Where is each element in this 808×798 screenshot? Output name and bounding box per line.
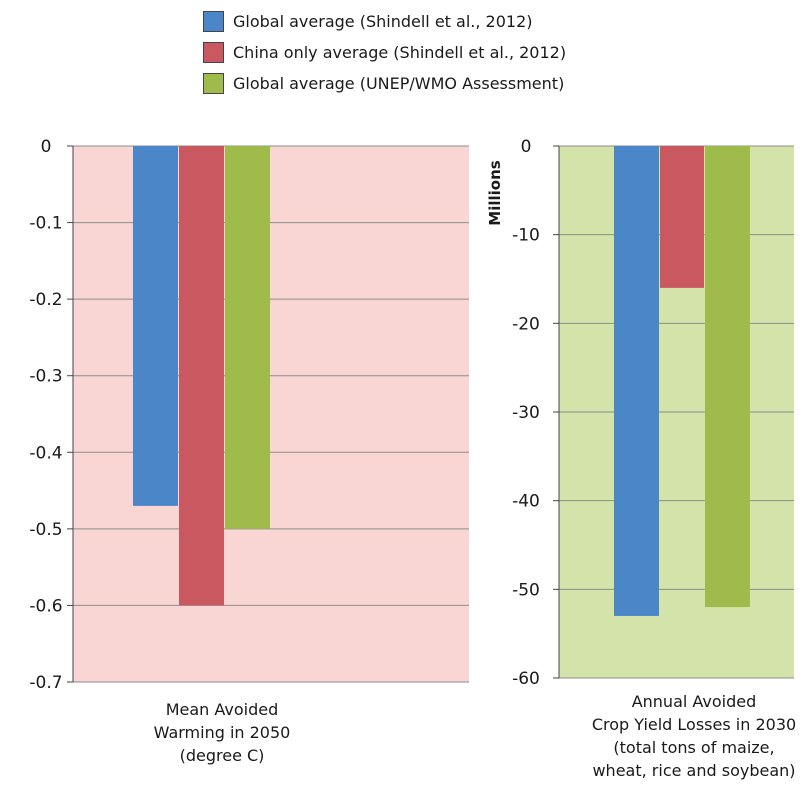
legend-swatch-global-shindell bbox=[203, 11, 224, 32]
y-tick-label: -0.2 bbox=[29, 290, 62, 310]
legend-label: Global average (UNEP/WMO Assessment) bbox=[233, 74, 565, 93]
y-tick-label: -10 bbox=[512, 226, 540, 246]
bar bbox=[614, 146, 659, 616]
x-axis-label: Mean Avoided Warming in 2050 (degree C) bbox=[154, 700, 291, 765]
y-tick-label: -0.1 bbox=[29, 214, 62, 234]
x-axis-label-line: Mean Avoided bbox=[166, 700, 279, 719]
legend-label: Global average (Shindell et al., 2012) bbox=[233, 12, 533, 31]
y-tick-label: -0.6 bbox=[29, 596, 62, 616]
y-tick-label: -0.7 bbox=[29, 673, 62, 693]
y-tick-label: -0.5 bbox=[29, 520, 62, 540]
y-tick-label: -0.3 bbox=[29, 367, 62, 387]
bar bbox=[705, 146, 750, 608]
y-tick-label: -30 bbox=[512, 403, 540, 423]
x-axis-label-line: (degree C) bbox=[180, 746, 265, 765]
x-axis-label: Annual Avoided Crop Yield Losses in 2030 (… bbox=[592, 692, 796, 780]
y-tick-label: -0.4 bbox=[29, 443, 62, 463]
legend-swatch-global-unep bbox=[203, 73, 224, 94]
x-axis-label-line: Crop Yield Losses in 2030 bbox=[592, 715, 796, 734]
y-tick-label: -50 bbox=[512, 580, 540, 600]
y-tick-label: -60 bbox=[512, 669, 540, 689]
x-axis-label-line: Warming in 2050 bbox=[154, 723, 291, 742]
x-axis-label-line: Annual Avoided bbox=[632, 692, 757, 711]
legend-item-global-shindell: Global average (Shindell et al., 2012) bbox=[203, 6, 566, 37]
legend-item-china-shindell: China only average (Shindell et al., 201… bbox=[203, 37, 566, 68]
legend: Global average (Shindell et al., 2012) C… bbox=[203, 6, 566, 99]
legend-label: China only average (Shindell et al., 201… bbox=[233, 43, 567, 62]
bar bbox=[225, 146, 270, 529]
bar bbox=[133, 146, 178, 506]
bar bbox=[179, 146, 224, 606]
x-axis-label-line: wheat, rice and soybean) bbox=[592, 761, 795, 780]
bar bbox=[660, 146, 704, 288]
legend-item-global-unep: Global average (UNEP/WMO Assessment) bbox=[203, 68, 566, 99]
y-tick-label: -20 bbox=[512, 314, 540, 334]
y-tick-label: -40 bbox=[512, 492, 540, 512]
y-tick-label: 0 bbox=[41, 137, 52, 157]
legend-swatch-china-shindell bbox=[203, 42, 224, 63]
y-axis-label: Millions bbox=[486, 160, 504, 225]
y-tick-label: 0 bbox=[521, 137, 532, 157]
x-axis-label-line: (total tons of maize, bbox=[613, 738, 774, 757]
